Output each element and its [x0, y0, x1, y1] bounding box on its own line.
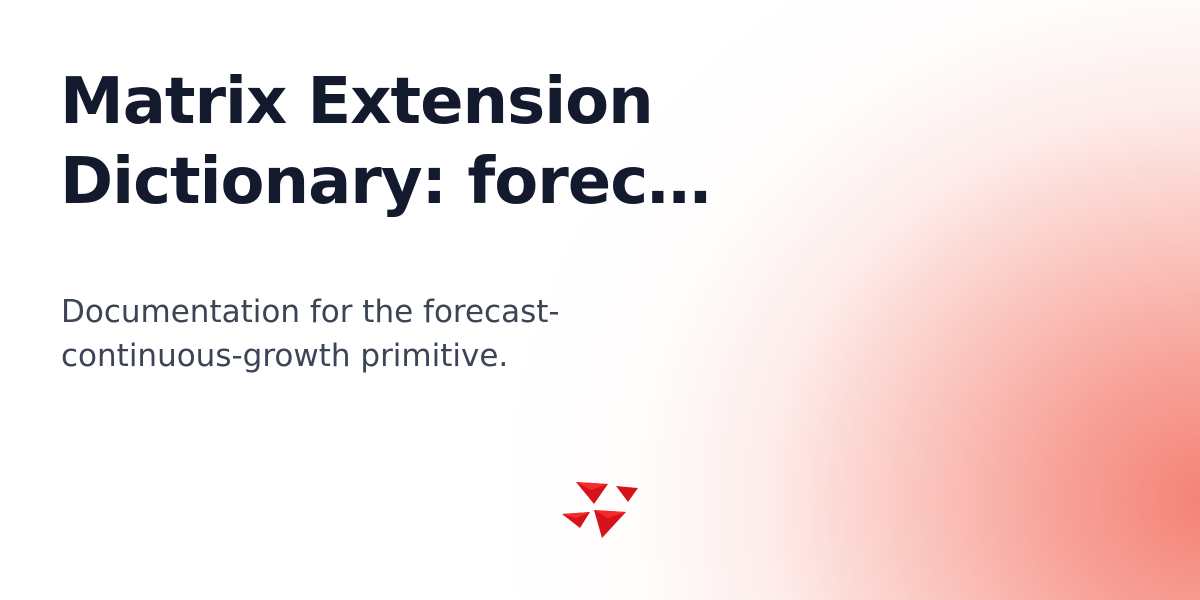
page-description-line-1: Documentation for the forecast-: [61, 294, 560, 330]
logo-triangle-bottom-left-highlight: [562, 512, 590, 518]
brand-logo-icon: [558, 478, 642, 542]
logo-triangle-bottom-right: [594, 510, 626, 538]
logo-triangle-top-left-highlight: [576, 482, 608, 490]
page-description-line-2: continuous-growth primitive.: [61, 338, 509, 374]
page-title-line-2: Dictionary: forec…: [60, 145, 711, 219]
page-title-line-1: Matrix Extension: [60, 65, 654, 139]
logo-triangle-top-left: [576, 482, 608, 504]
logo-triangle-top-right: [616, 486, 638, 502]
page-description: Documentation for the forecast- continuo…: [61, 290, 681, 378]
logo-triangle-bottom-right-highlight: [594, 510, 626, 518]
page-title: Matrix Extension Dictionary: forec…: [60, 62, 760, 222]
